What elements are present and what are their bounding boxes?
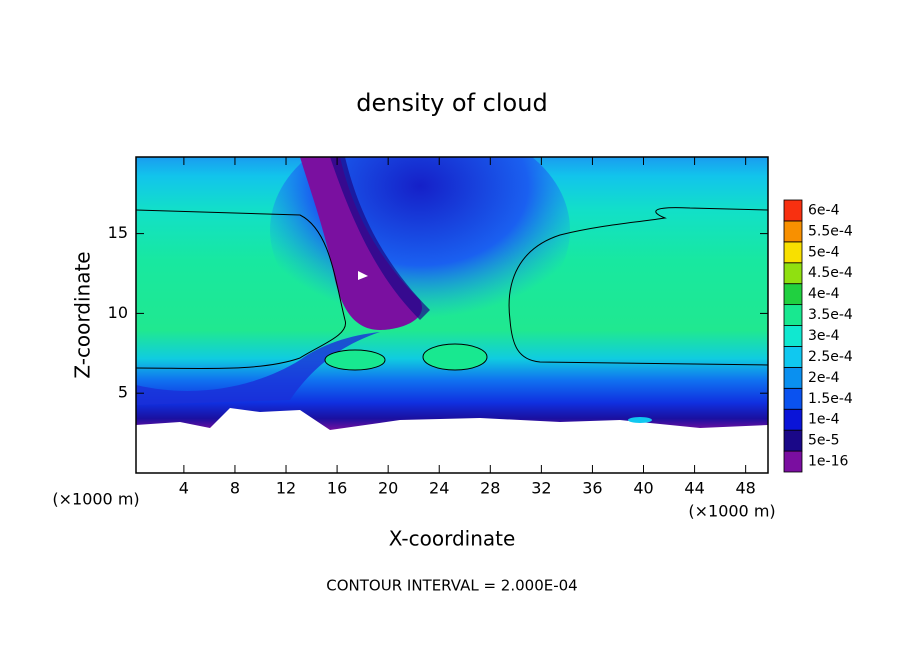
colorbar-box xyxy=(783,325,803,347)
x-tick-label: 28 xyxy=(480,479,500,498)
colorbar-label: 3e-4 xyxy=(808,328,840,344)
colorbar-label: 1e-16 xyxy=(808,454,848,470)
x-tick-label: 44 xyxy=(684,479,704,498)
footer: CONTOUR INTERVAL = 2.000E-04 xyxy=(326,577,577,595)
colorbar-label: 5e-5 xyxy=(808,433,839,449)
colorbar-label: 5.5e-4 xyxy=(808,223,853,239)
chart-title: density of cloud xyxy=(356,89,547,117)
colorbar-label: 3.5e-4 xyxy=(808,307,853,323)
colorbar-label: 4.5e-4 xyxy=(808,265,853,281)
x-tick-label: 8 xyxy=(230,479,240,498)
colorbar-label: 2e-4 xyxy=(808,370,840,386)
colorbar-box xyxy=(783,283,803,306)
colorbar-box xyxy=(783,262,803,285)
colorbar-box xyxy=(783,346,803,368)
colorbar-box xyxy=(783,387,803,410)
colorbar-label: 5e-4 xyxy=(808,244,840,260)
colorbar-box xyxy=(783,366,803,389)
colorbar-label: 1.5e-4 xyxy=(808,391,853,407)
colorbar-box xyxy=(783,408,803,431)
colorbar-box xyxy=(783,304,803,326)
colorbar-label: 1e-4 xyxy=(808,412,840,428)
y-axis-label: Z-coordinate xyxy=(71,251,95,378)
x-unit: (×1000 m) xyxy=(688,502,775,521)
colorbar-label: 6e-4 xyxy=(808,202,840,218)
x-tick-label: 12 xyxy=(276,479,296,498)
x-tick-label: 32 xyxy=(531,479,551,498)
colorbar-box xyxy=(783,220,803,243)
colorbar-label: 2.5e-4 xyxy=(808,349,853,365)
x-tick-label: 36 xyxy=(582,479,602,498)
x-tick-label: 4 xyxy=(179,479,189,498)
contour-field xyxy=(136,157,768,473)
colorbar-box xyxy=(783,199,803,222)
colorbar-label: 4e-4 xyxy=(808,286,840,302)
y-tick-label: 5 xyxy=(118,383,128,402)
y-tick-label: 15 xyxy=(108,223,128,242)
x-tick-label: 16 xyxy=(327,479,347,498)
x-axis-label: X-coordinate xyxy=(389,527,516,551)
x-tick-label: 40 xyxy=(633,479,653,498)
x-tick-label: 24 xyxy=(429,479,449,498)
colorbar-box xyxy=(783,429,803,452)
x-unit: (×1000 m) xyxy=(52,490,139,509)
colorbar-box xyxy=(783,241,803,264)
plot-frame xyxy=(135,156,769,474)
colorbar-box xyxy=(783,450,803,473)
y-tick-label: 10 xyxy=(108,303,128,322)
x-tick-label: 20 xyxy=(378,479,398,498)
x-tick-label: 48 xyxy=(735,479,755,498)
